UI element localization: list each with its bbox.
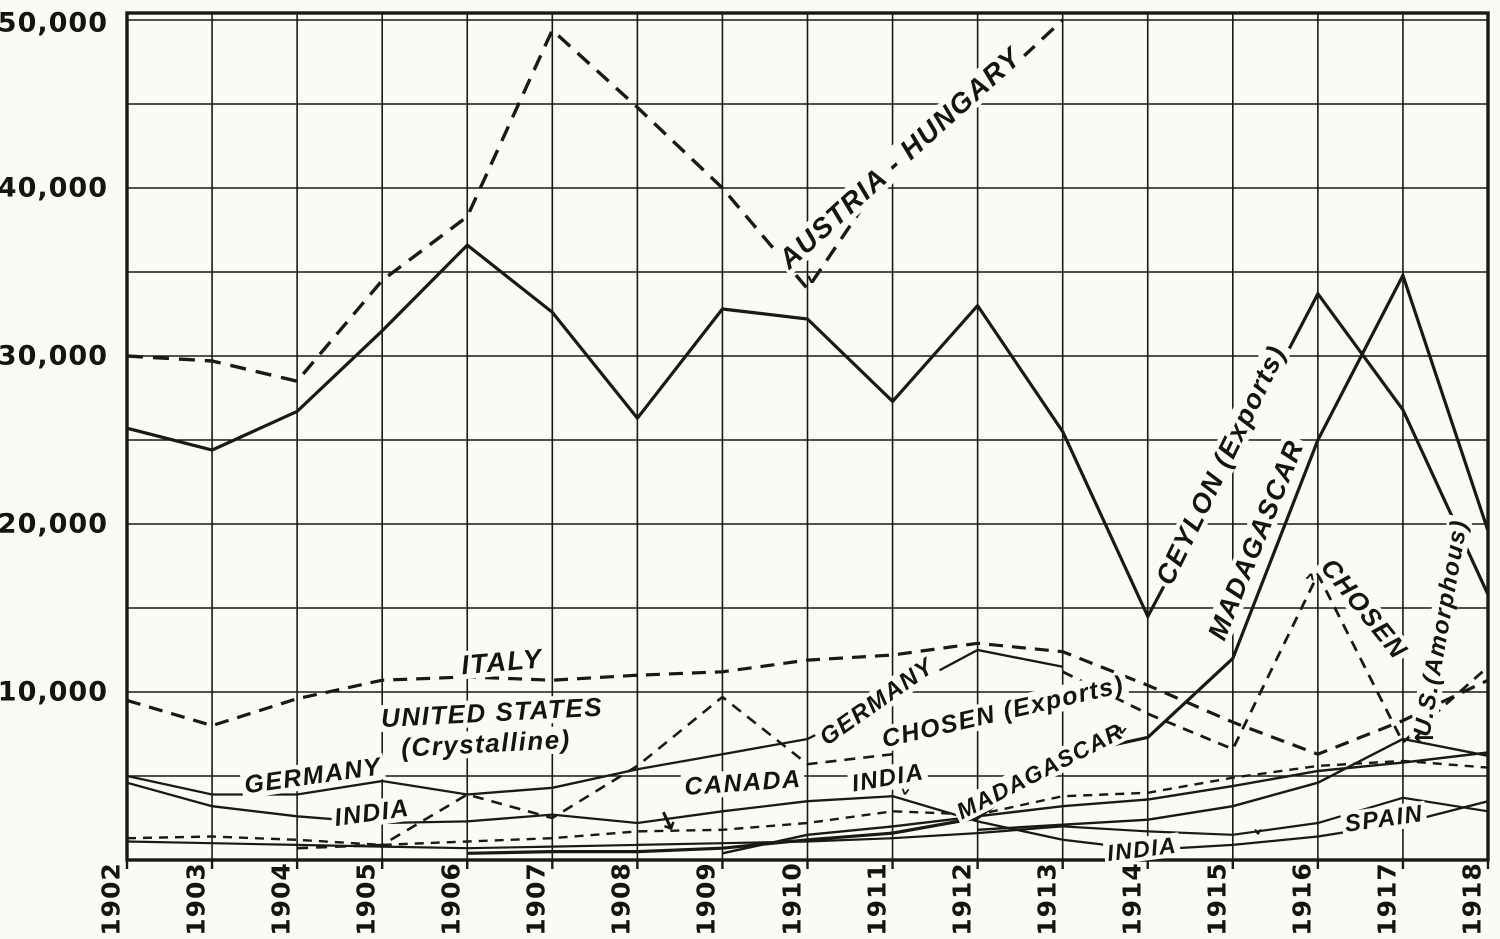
y-axis-label-50000: 50,000: [0, 7, 108, 39]
x-axis-label-1907: 1907: [521, 862, 551, 936]
x-axis-label-1902: 1902: [96, 862, 126, 936]
x-axis-label-1908: 1908: [606, 862, 636, 936]
y-axis-label-30000: 30,000: [0, 340, 108, 372]
series-chosen-exports: [722, 751, 1489, 855]
y-axis-label-10000: 10,000: [0, 676, 108, 708]
series-austria-hungary: [126, 18, 1064, 384]
series-spain: [126, 796, 1489, 850]
x-axis-label-1914: 1914: [1117, 862, 1147, 936]
x-axis-label-1903: 1903: [181, 862, 211, 936]
series-chosen: [1062, 571, 1489, 751]
series-united-states-crystalline: [126, 759, 1489, 847]
x-axis-label-1904: 1904: [266, 862, 296, 936]
series-u-s-amorphous: [977, 737, 1489, 831]
x-axis-label-1913: 1913: [1032, 862, 1062, 936]
series-canada: [297, 695, 893, 850]
arrow-austria-end: ˅: [804, 273, 820, 308]
x-axis-label-1915: 1915: [1202, 862, 1232, 936]
x-axis-label-1918: 1918: [1457, 862, 1487, 936]
series-italy: [126, 641, 1489, 756]
y-axis-label-40000: 40,000: [0, 172, 108, 204]
x-axis-label-1912: 1912: [947, 862, 977, 936]
arrow-us-amorphous: ←: [1413, 722, 1435, 752]
x-axis-label-1911: 1911: [862, 862, 892, 936]
plot-border: [125, 11, 1490, 862]
x-axis-label-1905: 1905: [351, 862, 381, 936]
x-axis-label-1917: 1917: [1372, 862, 1402, 936]
x-axis-label-1910: 1910: [777, 862, 806, 936]
x-axis-label-1909: 1909: [691, 862, 721, 936]
x-axis-label-1906: 1906: [436, 862, 466, 936]
y-axis-label-20000: 20,000: [0, 508, 108, 540]
series-madagascar: [467, 271, 1490, 855]
arrow-india-bottom: ˅: [1252, 828, 1264, 853]
x-axis-label-1916: 1916: [1287, 862, 1317, 936]
